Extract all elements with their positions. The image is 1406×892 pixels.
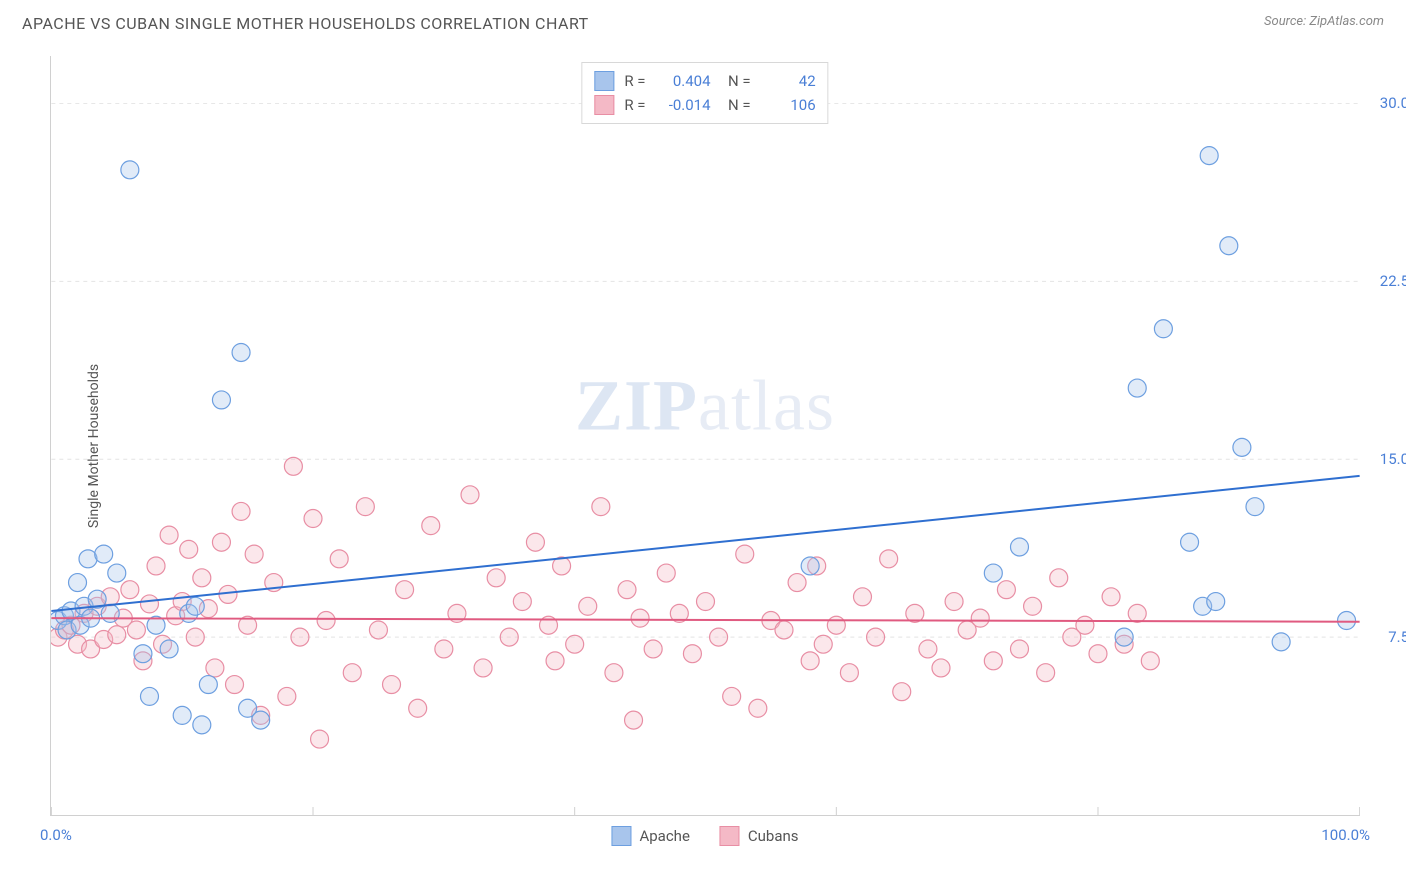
- x-axis-max: 100.0%: [1321, 826, 1370, 844]
- y-tick-label: 15.0%: [1380, 450, 1406, 468]
- n-value-apache: 42: [761, 69, 816, 93]
- legend-item-apache: Apache: [611, 826, 689, 846]
- n-label: N =: [721, 69, 751, 93]
- series-legend: Apache Cubans: [611, 816, 798, 846]
- scatter-plot-svg: [50, 56, 1360, 816]
- legend-item-cubans: Cubans: [720, 826, 799, 846]
- swatch-cubans: [594, 95, 614, 115]
- swatch-apache: [594, 71, 614, 91]
- y-tick-label: 30.0%: [1380, 94, 1406, 112]
- r-label: R =: [624, 69, 645, 93]
- x-axis-min: 0.0%: [40, 826, 72, 844]
- y-tick-label: 22.5%: [1380, 272, 1406, 290]
- legend-row-apache: R = 0.404 N = 42: [594, 69, 815, 93]
- n-label: N =: [721, 93, 751, 117]
- legend-row-cubans: R = -0.014 N = 106: [594, 93, 815, 117]
- r-value-apache: 0.404: [656, 69, 711, 93]
- swatch-cubans: [720, 826, 740, 846]
- r-value-cubans: -0.014: [656, 93, 711, 117]
- r-label: R =: [624, 93, 645, 117]
- n-value-cubans: 106: [761, 93, 816, 117]
- chart-title: APACHE VS CUBAN SINGLE MOTHER HOUSEHOLDS…: [22, 14, 589, 33]
- correlation-legend: R = 0.404 N = 42 R = -0.014 N = 106: [581, 62, 828, 124]
- swatch-apache: [611, 826, 631, 846]
- legend-label-cubans: Cubans: [748, 827, 799, 845]
- source-attribution: Source: ZipAtlas.com: [1264, 14, 1384, 29]
- y-tick-label: 7.5%: [1388, 628, 1406, 646]
- chart-area: R = 0.404 N = 42 R = -0.014 N = 106 ZIPa…: [50, 56, 1360, 816]
- legend-label-apache: Apache: [639, 827, 689, 845]
